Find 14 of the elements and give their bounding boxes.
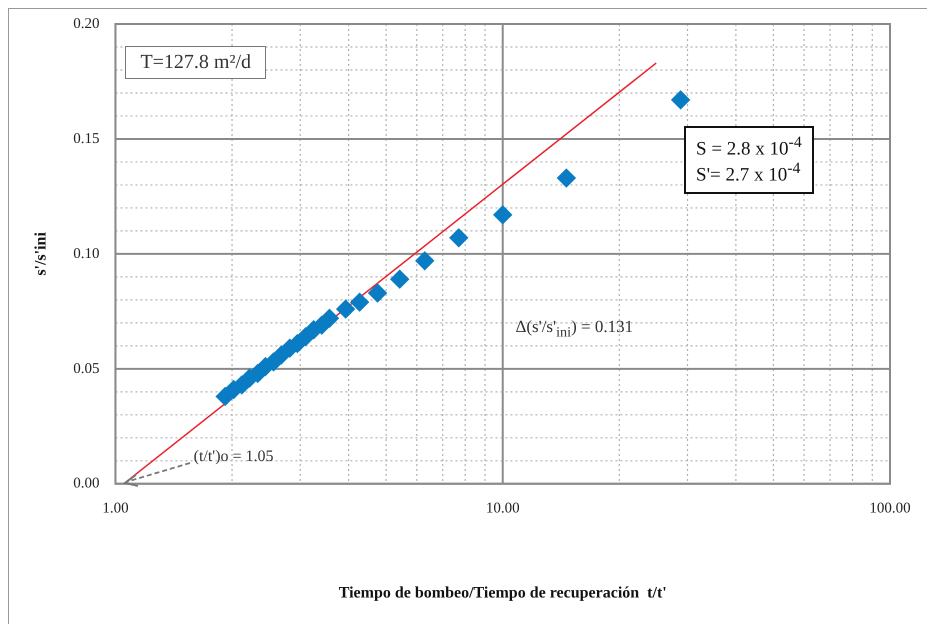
y-tick-label: 0.15 [73, 130, 100, 147]
annotation: Δ(s'/s'$_{ini}$) = 0.131 [515, 317, 634, 341]
y-tick-label: 0.05 [73, 360, 100, 377]
x-tick-label: 10.00 [486, 500, 520, 517]
y-tick-label: 0.20 [73, 16, 100, 32]
x-tick-label: 1.00 [102, 500, 129, 517]
annotation: T=127.8 m²/d [125, 46, 266, 79]
x-tick-label: 100.00 [869, 500, 911, 517]
y-tick-label: 0.10 [73, 246, 100, 262]
annotation: (t/t')o = 1.05 [194, 448, 274, 466]
annotation: S = 2.8 x 10$^{-4}$ S'= 2.7 x 10$^{-4}$ [684, 126, 814, 194]
y-axis-title: s'/s'ini [32, 232, 50, 276]
y-tick-label: 0.00 [73, 476, 100, 492]
x-axis-title: Tiempo de bombeo/Tiempo de recuperación t/t' [338, 584, 667, 602]
